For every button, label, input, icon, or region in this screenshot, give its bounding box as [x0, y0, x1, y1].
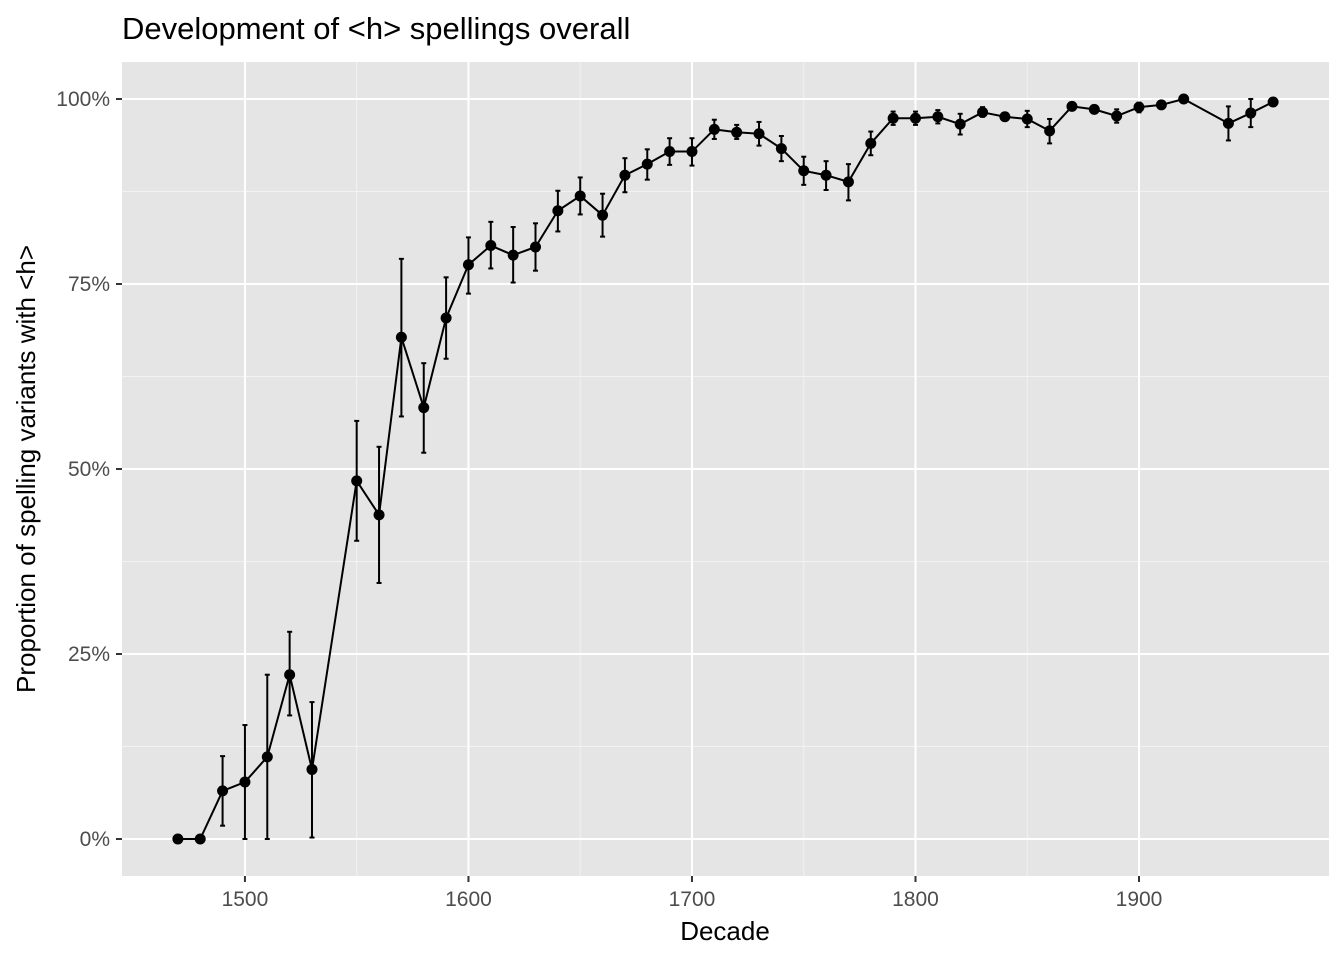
data-point	[552, 205, 564, 217]
data-point	[1044, 125, 1056, 137]
y-tick-label: 100%	[56, 88, 110, 111]
x-tick-label: 1900	[1116, 888, 1163, 911]
data-point	[597, 209, 609, 221]
data-point	[1178, 93, 1190, 105]
data-point	[954, 118, 966, 130]
data-point	[462, 259, 474, 271]
chart-title: Development of <h> spellings overall	[122, 11, 630, 46]
data-point	[1088, 103, 1100, 115]
data-point	[172, 833, 184, 845]
data-point	[1267, 96, 1279, 108]
data-point	[887, 112, 899, 124]
data-point	[1111, 110, 1123, 122]
data-point	[395, 331, 407, 343]
data-point	[641, 158, 653, 170]
data-point	[1133, 101, 1145, 113]
data-point	[1021, 113, 1033, 125]
data-point	[909, 112, 921, 124]
data-point	[731, 126, 743, 138]
x-tick-label: 1500	[222, 888, 269, 911]
y-tick-label: 25%	[68, 643, 110, 666]
y-tick-label: 50%	[68, 458, 110, 481]
data-point	[753, 128, 765, 140]
data-point	[440, 312, 452, 324]
major-gridlines	[122, 62, 1329, 876]
data-point	[239, 776, 251, 788]
data-point	[194, 833, 206, 845]
y-axis-title: Proportion of spelling variants with <h>	[11, 245, 41, 693]
x-axis-title: Decade	[680, 916, 770, 946]
data-point	[977, 106, 989, 118]
data-point	[306, 763, 318, 775]
data-point	[261, 751, 273, 763]
x-tick-label: 1800	[892, 888, 939, 911]
data-point	[284, 669, 296, 681]
data-point	[775, 143, 787, 155]
data-point	[1222, 117, 1234, 129]
data-point	[530, 241, 542, 253]
data-point	[686, 146, 698, 158]
data-point	[1155, 99, 1167, 111]
data-point	[1245, 107, 1257, 119]
x-tick-label: 1700	[669, 888, 716, 911]
data-point	[418, 402, 430, 414]
data-point	[507, 249, 519, 261]
y-axis-tick-labels: 0% 25% 50% 75% 100%	[56, 88, 110, 851]
data-point	[351, 475, 363, 487]
data-point	[574, 190, 586, 202]
data-point	[217, 785, 229, 797]
y-tick-label: 0%	[80, 828, 110, 851]
data-point	[664, 146, 676, 158]
data-point	[820, 169, 832, 181]
data-point	[619, 169, 631, 181]
y-tick-label: 75%	[68, 273, 110, 296]
x-axis-tick-labels: 1500 1600 1700 1800 1900	[222, 888, 1163, 911]
data-point	[865, 137, 877, 149]
axis-ticks	[116, 98, 1141, 882]
data-point	[373, 509, 385, 521]
data-points	[172, 93, 1279, 845]
x-tick-label: 1600	[445, 888, 492, 911]
data-point	[485, 240, 497, 252]
data-point	[1066, 100, 1078, 112]
data-point	[932, 111, 944, 123]
data-point	[708, 123, 720, 135]
data-point	[798, 165, 810, 177]
data-point	[999, 111, 1011, 123]
data-point	[842, 176, 854, 188]
